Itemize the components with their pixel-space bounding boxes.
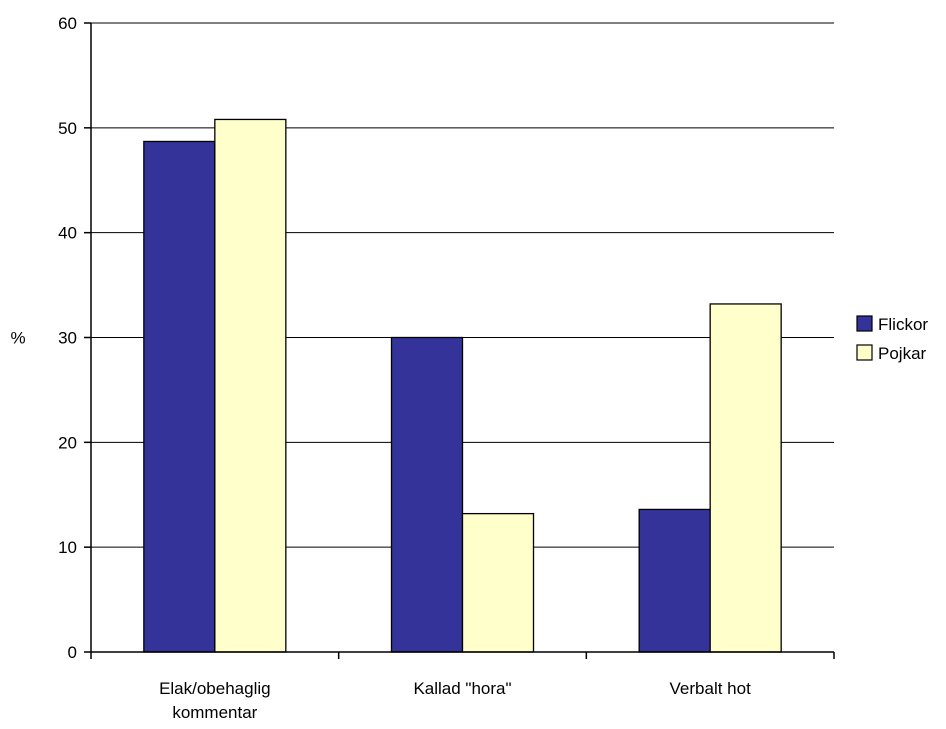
legend-swatch-flickor: [856, 315, 873, 332]
bars-layer: [143, 118, 782, 653]
bar-flickor: [638, 508, 711, 653]
y-tick-label: 50: [58, 119, 77, 138]
legend-swatch-pojkar: [856, 344, 873, 361]
axes-layer: [84, 22, 835, 659]
x-category-label: Verbalt hot: [670, 679, 752, 698]
y-tick-label: 40: [58, 224, 77, 243]
bar-pojkar: [461, 512, 535, 653]
legend-label-pojkar: Pojkar: [878, 344, 927, 363]
y-tick-label: 0: [68, 643, 77, 662]
bar-pojkar: [709, 303, 782, 653]
bar-pojkar: [214, 118, 287, 653]
bar-flickor: [143, 140, 216, 653]
y-axis-label: %: [10, 329, 25, 348]
legend-label-flickor: Flickor: [878, 315, 928, 334]
x-category-label: Kallad "hora": [413, 679, 511, 698]
bar-flickor: [390, 336, 464, 653]
legend: Flickor Pojkar: [856, 315, 928, 363]
y-tick-label: 10: [58, 538, 77, 557]
y-tick-label: 20: [58, 433, 77, 452]
y-tick-label: 60: [58, 14, 77, 33]
x-category-label: kommentar: [172, 703, 257, 722]
x-category-label: Elak/obehaglig: [159, 679, 271, 698]
labels-layer: 0 10 20 30 40 50 60% Elak/obehaglig kommentar Kal…: [10, 14, 751, 722]
y-tick-label: 30: [58, 329, 77, 348]
